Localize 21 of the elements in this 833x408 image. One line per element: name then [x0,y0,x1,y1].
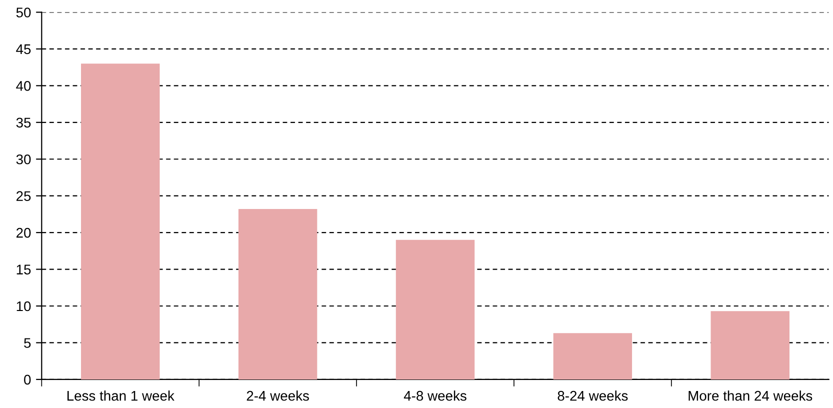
bar [81,64,160,380]
bar [396,240,475,380]
y-tick-label: 40 [16,81,31,91]
x-tick-label: 8-24 weeks [558,390,628,401]
x-tick-label: 4-8 weeks [404,390,466,401]
bar [710,311,790,380]
x-tick-label: More than 24 weeks [688,390,812,401]
y-tick-label: 35 [16,118,31,128]
x-tick-label: 2-4 weeks [246,390,309,401]
y-tick-label: 45 [16,44,31,54]
y-tick-label: 5 [24,338,31,348]
bar [238,209,318,380]
y-tick-label: 10 [16,301,31,312]
x-tick-label: Less than 1 week [67,390,174,401]
y-tick-label: 15 [16,264,31,274]
y-tick-label: 20 [16,228,31,238]
y-tick-label: 25 [16,191,31,202]
bar [553,333,632,380]
y-tick-label: 50 [16,8,31,18]
y-tick-label: 30 [16,154,31,164]
y-tick-label: 0 [24,374,31,385]
